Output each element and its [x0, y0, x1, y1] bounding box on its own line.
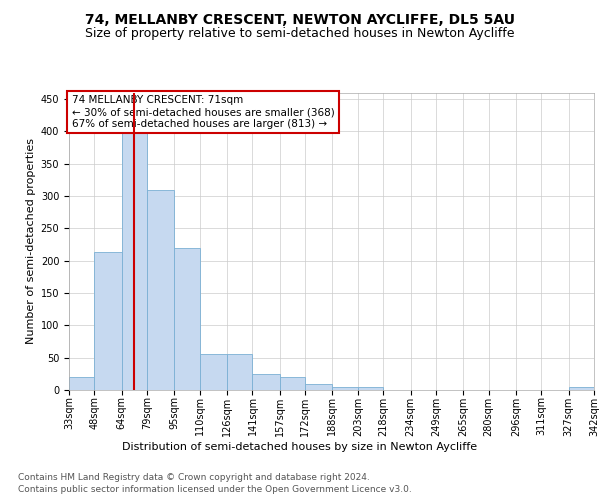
Text: Contains public sector information licensed under the Open Government Licence v3: Contains public sector information licen…	[18, 485, 412, 494]
Bar	[94, 252, 122, 390]
Text: Contains HM Land Registry data © Crown copyright and database right 2024.: Contains HM Land Registry data © Crown c…	[18, 472, 370, 482]
Bar	[253, 374, 280, 390]
Bar	[175, 248, 200, 390]
Y-axis label: Number of semi-detached properties: Number of semi-detached properties	[26, 138, 37, 344]
Bar	[280, 377, 305, 390]
Bar	[569, 387, 594, 390]
Text: Distribution of semi-detached houses by size in Newton Aycliffe: Distribution of semi-detached houses by …	[122, 442, 478, 452]
Bar	[227, 354, 253, 390]
Text: Size of property relative to semi-detached houses in Newton Aycliffe: Size of property relative to semi-detach…	[85, 28, 515, 40]
Bar	[358, 387, 383, 390]
Text: 74, MELLANBY CRESCENT, NEWTON AYCLIFFE, DL5 5AU: 74, MELLANBY CRESCENT, NEWTON AYCLIFFE, …	[85, 12, 515, 26]
Bar	[69, 377, 94, 390]
Bar	[122, 112, 147, 390]
Bar	[147, 190, 175, 390]
Text: 74 MELLANBY CRESCENT: 71sqm
← 30% of semi-detached houses are smaller (368)
67% : 74 MELLANBY CRESCENT: 71sqm ← 30% of sem…	[71, 96, 334, 128]
Bar	[305, 384, 332, 390]
Bar	[200, 354, 227, 390]
Bar	[332, 387, 358, 390]
